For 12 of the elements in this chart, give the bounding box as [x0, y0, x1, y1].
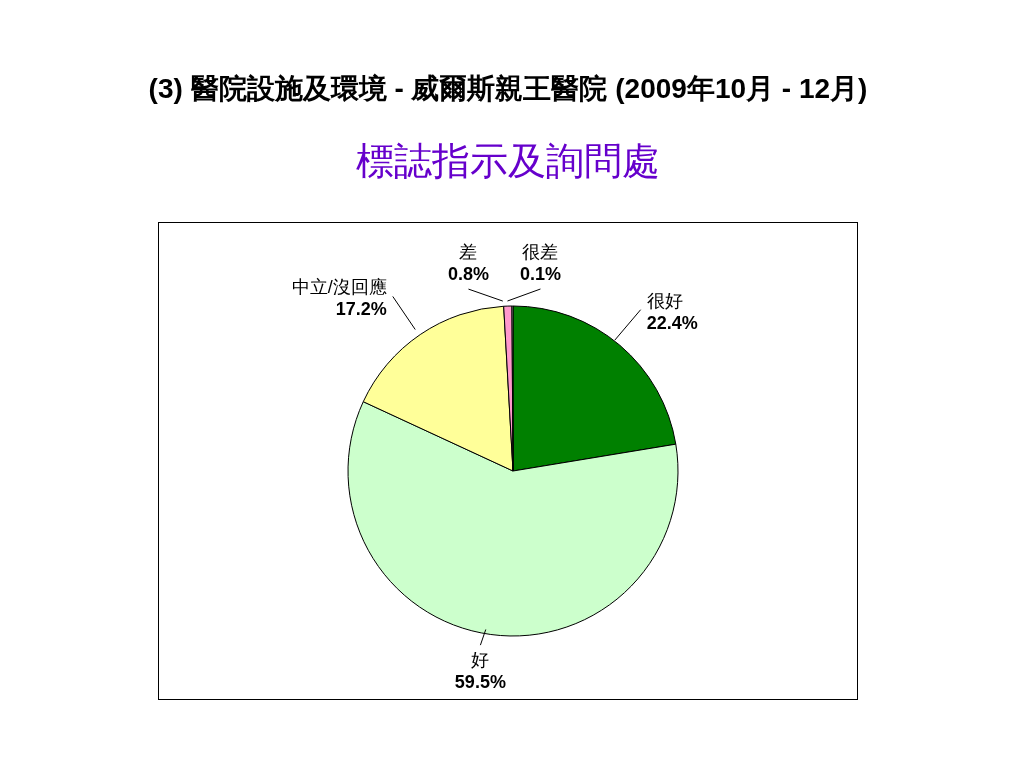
data-label: 0.1%: [519, 264, 561, 284]
data-label: 22.4%: [646, 312, 698, 333]
slice-label: 中立/沒回應: [291, 277, 387, 298]
chart-subtitle: 標誌指示及詢問處: [355, 139, 661, 184]
slice-label: 差: [459, 242, 478, 263]
data-label: 0.8%: [447, 264, 489, 285]
slice-label: 很好: [646, 290, 683, 311]
slice-label: 好: [471, 650, 490, 671]
data-label: 59.5%: [454, 672, 506, 693]
chart-title: (3) 醫院設施及環境 - 威爾斯親王醫院 (2009年10月 - 12月): [147, 72, 869, 106]
slice-label: 很差: [522, 242, 559, 262]
data-label: 17.2%: [335, 299, 387, 320]
